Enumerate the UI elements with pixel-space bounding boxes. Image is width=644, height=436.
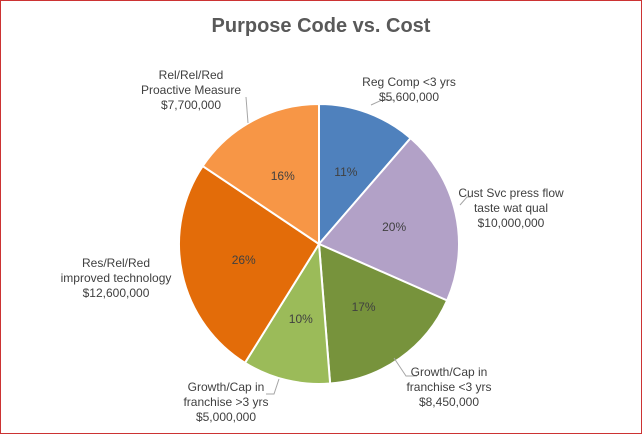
category-label: Res/Rel/Red improved technology $12,600,00… (61, 256, 172, 301)
label-line: Rel/Rel/Red (158, 68, 224, 82)
percent-label: 20% (382, 220, 406, 234)
leader-line (266, 378, 280, 395)
pie-slice (317, 242, 449, 385)
label-line: $8,450,000 (418, 395, 480, 409)
category-label: Reg Comp <3 yrs $5,600,000 (362, 75, 456, 105)
category-label: Growth/Cap in franchise >3 yrs $5,000,000 (183, 380, 268, 425)
percent-label: 16% (271, 169, 295, 183)
pie-slice (178, 164, 321, 365)
leader-line (370, 99, 394, 106)
percent-label: 17% (352, 300, 376, 314)
label-line: $10,000,000 (477, 216, 545, 230)
category-label: Growth/Cap in franchise <3 yrs $8,450,000 (406, 365, 491, 410)
label-line: franchise >3 yrs (183, 395, 269, 409)
leader-line (245, 96, 249, 124)
label-line: $5,000,000 (195, 410, 257, 424)
label-line: Growth/Cap in (410, 365, 488, 379)
pie-slice (317, 136, 460, 302)
label-line: $7,700,000 (160, 98, 222, 112)
leader-line (393, 357, 417, 377)
label-line: Proactive Measure (140, 83, 242, 97)
label-line: improved technology (60, 271, 172, 285)
chart-title: Purpose Code vs. Cost (211, 15, 431, 37)
label-line: Cust Svc press flow (458, 186, 564, 200)
percent-label: 11% (334, 165, 357, 179)
category-label: Cust Svc press flow taste wat qual $10,000… (458, 186, 563, 231)
label-line: $5,600,000 (378, 90, 440, 104)
leader-line (459, 196, 471, 206)
label-line: franchise <3 yrs (406, 380, 492, 394)
label-line: Res/Rel/Red (81, 256, 151, 270)
pie-slice (318, 102, 412, 247)
label-line: Growth/Cap in (187, 380, 265, 394)
percent-label: 26% (232, 253, 256, 267)
label-line: Reg Comp <3 yrs (362, 75, 456, 89)
percent-label: 10% (289, 312, 313, 326)
pie-slice (201, 102, 320, 246)
category-label: Rel/Rel/Red Proactive Measure $7,700,000 (141, 68, 241, 113)
label-line: $12,600,000 (82, 286, 150, 300)
pie-slice (243, 240, 332, 385)
label-line: taste wat qual (473, 201, 549, 215)
